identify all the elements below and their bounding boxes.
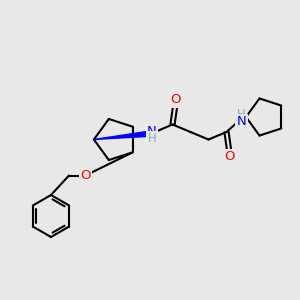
Text: O: O xyxy=(170,93,181,106)
Text: O: O xyxy=(80,169,91,182)
Text: O: O xyxy=(80,169,91,182)
Text: O: O xyxy=(80,169,91,182)
Polygon shape xyxy=(94,131,152,140)
Text: H: H xyxy=(237,107,246,121)
Text: H: H xyxy=(148,132,157,146)
Text: O: O xyxy=(224,150,235,163)
Text: H: H xyxy=(148,132,157,146)
Text: N: N xyxy=(237,115,246,128)
Text: O: O xyxy=(170,93,181,106)
Text: N: N xyxy=(147,125,157,138)
Text: N: N xyxy=(237,115,246,128)
Text: N: N xyxy=(147,125,157,138)
Text: O: O xyxy=(224,150,235,163)
Text: H: H xyxy=(237,107,246,121)
